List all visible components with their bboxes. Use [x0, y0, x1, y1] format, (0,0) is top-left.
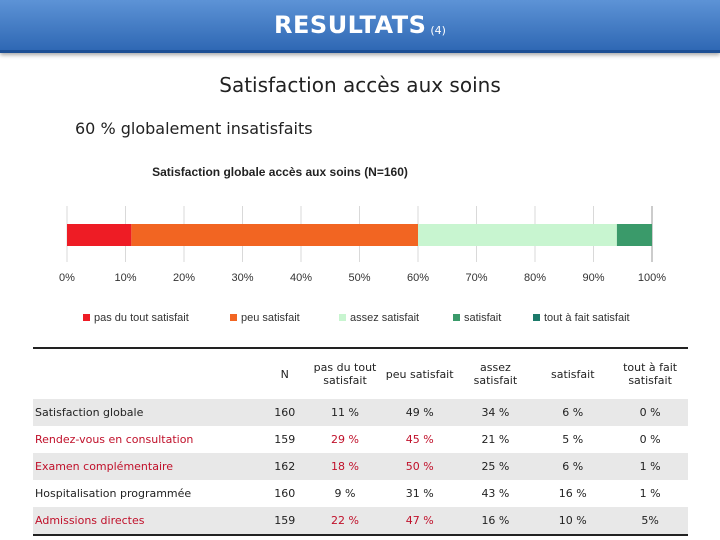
- x-tick-label: 30%: [231, 272, 253, 284]
- page-subtitle: Satisfaction accès aux soins: [219, 73, 501, 97]
- legend-swatch: [339, 314, 346, 321]
- table-cell: 159: [261, 507, 309, 536]
- legend-swatch: [453, 314, 460, 321]
- x-tick-label: 0%: [59, 272, 75, 284]
- table-row: Rendez-vous en consultation 159 29 % 45 % 21…: [33, 426, 688, 453]
- bar-segment: [131, 224, 418, 246]
- row-label: Satisfaction globale: [33, 399, 262, 426]
- legend-label: pas du tout satisfait: [94, 312, 189, 324]
- x-tick-label: 20%: [173, 272, 195, 284]
- legend-label: tout à fait satisfait: [544, 312, 630, 324]
- table-cell: 25 %: [457, 453, 534, 480]
- legend-swatch: [533, 314, 540, 321]
- table-cell: 1 %: [612, 453, 688, 480]
- table-row: Hospitalisation programmée 160 9 % 31 % 43 %…: [33, 480, 688, 507]
- table-cell: 18 %: [308, 453, 382, 480]
- x-tick-label: 50%: [348, 272, 370, 284]
- table-cell: 162: [261, 453, 309, 480]
- bar-segment: [67, 224, 132, 246]
- legend-swatch: [230, 314, 237, 321]
- table-cell: 6 %: [533, 399, 613, 426]
- x-tick-label: 90%: [582, 272, 604, 284]
- table-cell: 5 %: [562, 433, 584, 446]
- table-cell: 49 %: [381, 399, 458, 426]
- table-cell: 0 %: [639, 433, 661, 446]
- header-index: (4): [430, 23, 446, 37]
- legend-label: satisfait: [464, 312, 501, 324]
- table-cell: 0 %: [612, 399, 688, 426]
- bar-segment: [616, 224, 652, 246]
- x-tick-label: 100%: [638, 272, 666, 284]
- table-cell: 5%: [612, 507, 688, 536]
- row-label: Examen complémentaire: [33, 453, 262, 480]
- table-header-cell: N: [261, 347, 309, 399]
- summary-note: 60 % globalement insatisfaits: [75, 119, 313, 138]
- x-tick-label: 70%: [465, 272, 487, 284]
- chart-container: Satisfaction globale accès aux soins (N=…: [55, 158, 675, 330]
- table-header-cell: assez satisfait: [457, 347, 534, 399]
- table-cell: 16 %: [558, 487, 587, 500]
- table-row: Satisfaction globale 160 11 % 49 % 34 % 6 % 0 …: [33, 399, 688, 426]
- x-tick-label: 10%: [114, 272, 136, 284]
- table-cell: 47 %: [381, 507, 458, 536]
- table-cell: 6 %: [533, 453, 613, 480]
- table-cell: 34 %: [457, 399, 534, 426]
- table-header-cell: tout à fait satisfait: [612, 347, 688, 399]
- table-cell: 50 %: [381, 453, 458, 480]
- table-cell: 29 %: [331, 433, 359, 446]
- x-tick-label: 40%: [290, 272, 312, 284]
- table-cell: 21 %: [481, 433, 510, 446]
- table-header-cell: peu satisfait: [381, 347, 458, 399]
- stacked-bar-chart: Satisfaction globale accès aux soins (N=…: [59, 165, 666, 324]
- table-cell: 45 %: [405, 433, 434, 446]
- header-title: RESULTATS: [274, 11, 427, 39]
- legend-label: assez satisfait: [350, 312, 419, 324]
- row-label: Hospitalisation programmée: [35, 487, 192, 500]
- table-cell: 22 %: [308, 507, 382, 536]
- table-cell: 159: [274, 433, 296, 446]
- row-label: Admissions directes: [33, 507, 262, 536]
- chart-title: Satisfaction globale accès aux soins (N=…: [152, 165, 408, 179]
- table-header-cell: satisfait: [533, 347, 613, 399]
- table-cell: 1 %: [639, 487, 661, 500]
- legend-swatch: [83, 314, 90, 321]
- header-banner: RESULTATS (4): [0, 0, 720, 53]
- table-row: Examen complémentaire 162 18 % 50 % 25 % 6 % 1…: [33, 453, 688, 480]
- table-cell: 31 %: [405, 487, 434, 500]
- x-tick-label: 60%: [407, 272, 429, 284]
- table-cell: 160: [261, 399, 309, 426]
- table-header-cell: pas du tout satisfait: [308, 347, 382, 399]
- table-cell: 10 %: [533, 507, 613, 536]
- table-cell: 160: [274, 487, 296, 500]
- x-tick-label: 80%: [524, 272, 546, 284]
- table-cell: 11 %: [308, 399, 382, 426]
- table-cell: 16 %: [457, 507, 534, 536]
- table-header-corner: [33, 347, 262, 399]
- table-cell: 9 %: [334, 487, 356, 500]
- table-cell: 43 %: [481, 487, 510, 500]
- table-body: Satisfaction globale 160 11 % 49 % 34 % 6 % 0 …: [33, 399, 688, 536]
- row-label: Rendez-vous en consultation: [35, 433, 194, 446]
- legend-label: peu satisfait: [241, 312, 300, 324]
- table-row: Admissions directes 159 22 % 47 % 16 % 10 % 5%: [33, 507, 688, 536]
- bar-segment: [418, 224, 617, 246]
